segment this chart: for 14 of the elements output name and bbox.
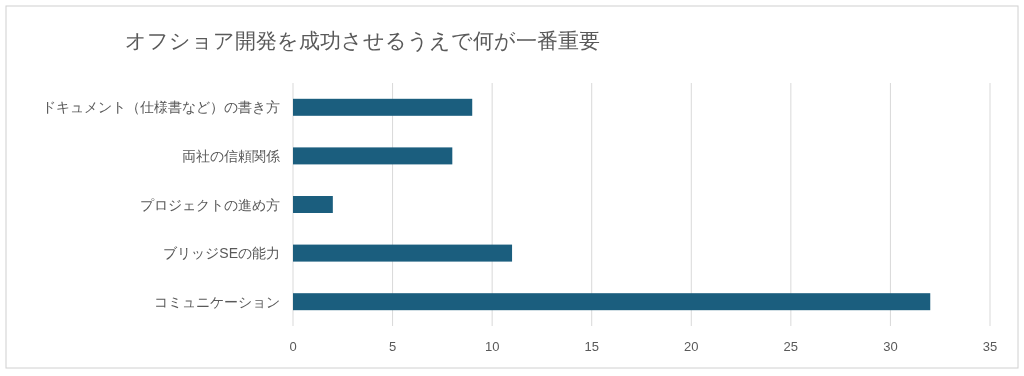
xtick: 15 (584, 339, 599, 354)
xtick: 35 (982, 339, 998, 354)
ytick: ドキュメント（仕様書など）の書き方 (42, 99, 280, 116)
xtick: 30 (883, 339, 898, 354)
xtick: 0 (289, 339, 297, 354)
xtick: 10 (484, 339, 500, 354)
ytick: ブリッジSEの能力 (163, 245, 280, 262)
ytick: プロジェクトの進め方 (140, 196, 280, 213)
ytick: コミュニケーション (154, 293, 280, 310)
xtick: 25 (783, 339, 799, 354)
title: オフショア開発を成功させるうえで何が一番重要 (125, 29, 600, 52)
ytick: 両社の信頼関係 (182, 147, 280, 164)
xtick: 20 (684, 339, 699, 354)
xtick: 5 (388, 339, 397, 354)
